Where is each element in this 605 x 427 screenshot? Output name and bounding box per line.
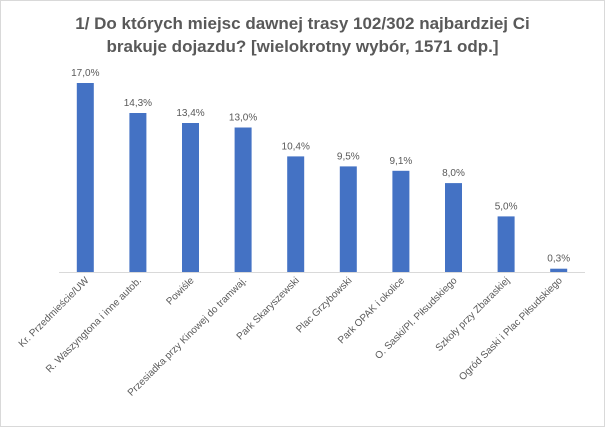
data-label: 8,0% (442, 168, 465, 179)
chart-title-line-1: 1/ Do których miejsc dawnej trasy 102/30… (75, 14, 530, 33)
bar (287, 156, 305, 272)
category-label: R. Waszyngtona i inne autob. (44, 275, 144, 375)
data-label: 14,3% (124, 98, 152, 109)
bar (550, 268, 568, 272)
data-label: 10,4% (282, 141, 310, 152)
chart-title-line-2: brakuje dojazdu? [wielokrotny wybór, 157… (106, 37, 499, 56)
bar (339, 166, 357, 272)
bar (182, 123, 199, 272)
category-label: Powiśle (164, 275, 196, 307)
bar (234, 127, 252, 272)
bar (129, 113, 147, 272)
category-label: Przesiadka przy Kinowej do tramwaj. (126, 275, 249, 398)
category-label: Ogród Saski i Plac Piłsudskiego (457, 275, 565, 383)
bar (392, 170, 410, 272)
bar (76, 83, 94, 272)
bar (445, 183, 462, 272)
chart-title: 1/ Do których miejsc dawnej trasy 102/30… (40, 12, 565, 58)
data-label: 13,4% (176, 108, 204, 119)
data-label: 0,3% (547, 254, 570, 265)
data-label: 9,1% (390, 156, 413, 167)
data-label: 17,0% (71, 68, 99, 79)
data-label: 9,5% (337, 151, 360, 162)
data-label: 5,0% (495, 201, 518, 212)
bar (497, 216, 515, 272)
category-label: Plac Grzybowski (294, 275, 354, 335)
data-label: 13,0% (229, 113, 257, 124)
